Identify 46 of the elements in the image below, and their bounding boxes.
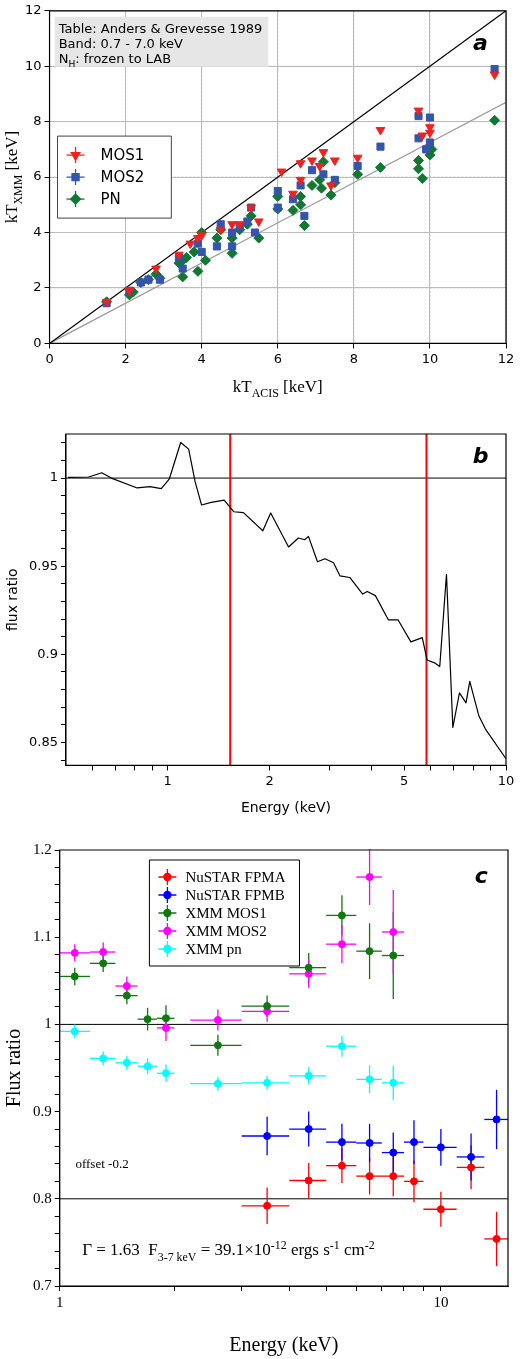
y-axis-title: Flux ratio <box>2 1028 24 1108</box>
y-tick-label: 1.1 <box>33 928 52 945</box>
y-axis-title: kTXMM [keV] <box>2 130 26 224</box>
y-tick-label: 1.2 <box>33 840 52 857</box>
annotation: c <box>474 863 488 889</box>
x-axis-title: Energy (keV) <box>229 1333 339 1356</box>
y-tick-label: 0.7 <box>33 1276 53 1293</box>
y-tick-label: 0.9 <box>33 1102 52 1119</box>
y-tick-label: 0.8 <box>33 1189 52 1206</box>
y-tick-label: 0 <box>33 334 42 350</box>
y-tick-label: 0.85 <box>28 733 58 749</box>
x-tick-label: 6 <box>273 350 282 366</box>
y-tick-label: 0.95 <box>28 557 58 573</box>
legend-label: XMM MOS2 <box>185 923 267 940</box>
legend-label: NuSTAR FPMB <box>185 887 285 904</box>
x-tick-label: 8 <box>349 350 358 366</box>
x-axis-title: Energy (keV) <box>240 799 332 815</box>
y-axis-title: flux ratio <box>4 568 20 632</box>
x-tick-label: 10 <box>421 350 439 366</box>
y-tick-label: 4 <box>33 223 42 239</box>
y-tick-label: 0.9 <box>37 645 58 661</box>
x-tick-label: 1 <box>163 772 172 788</box>
y-tick-label: 12 <box>25 2 42 18</box>
x-tick-label: 12 <box>497 350 515 366</box>
annotation: Table: Anders & Grevesse 1989 <box>57 20 263 36</box>
y-tick-label: 6 <box>33 168 42 184</box>
annotation: offset -0.2 <box>75 1156 129 1172</box>
y-tick-label: 8 <box>33 113 42 129</box>
x-tick-label: 2 <box>265 772 274 788</box>
x-tick-label: 5 <box>400 772 409 788</box>
y-tick-label: 10 <box>25 57 42 73</box>
legend-label: XMM pn <box>185 941 243 958</box>
y-tick-label: 1 <box>49 469 58 485</box>
legend-label: PN <box>100 190 121 209</box>
y-tick-label: 1 <box>44 1015 52 1032</box>
annotation: Band: 0.7 - 7.0 keV <box>58 35 184 51</box>
annotation: a <box>472 30 488 56</box>
legend-label: MOS1 <box>100 146 145 165</box>
y-tick-label: 2 <box>33 279 42 295</box>
legend-label: XMM MOS1 <box>185 905 267 922</box>
annotation: b <box>472 443 489 469</box>
legend-label: NuSTAR FPMA <box>185 869 286 886</box>
x-tick-label: 10 <box>497 772 515 788</box>
x-tick-label: 4 <box>197 350 206 366</box>
legend-label: MOS2 <box>100 168 145 187</box>
x-tick-label: 2 <box>121 350 130 366</box>
